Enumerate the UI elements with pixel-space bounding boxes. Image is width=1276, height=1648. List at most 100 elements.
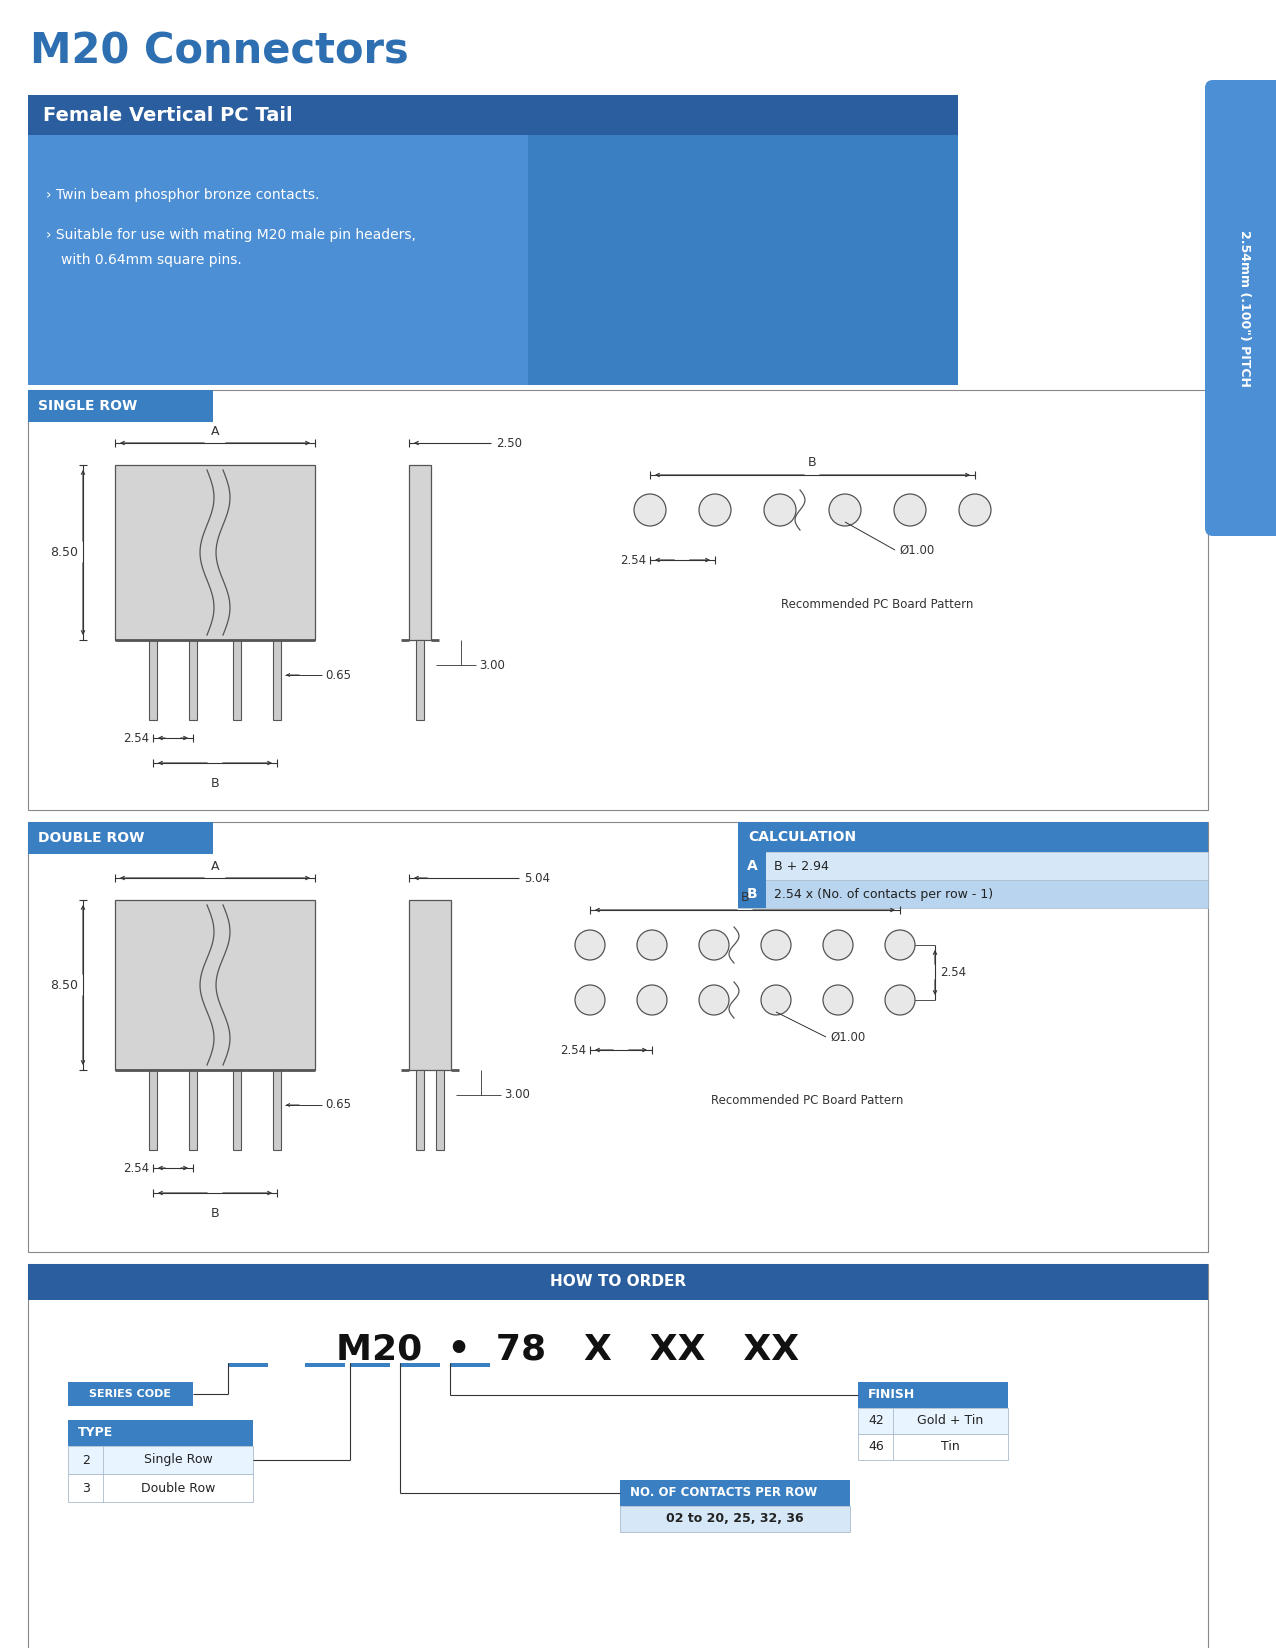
Text: SINGLE ROW: SINGLE ROW <box>38 399 138 414</box>
Text: 02 to 20, 25, 32, 36: 02 to 20, 25, 32, 36 <box>666 1513 804 1526</box>
Text: 2.54: 2.54 <box>620 554 646 567</box>
Bar <box>28 135 528 386</box>
Text: 3: 3 <box>82 1482 89 1495</box>
Circle shape <box>886 986 915 1015</box>
Text: 3.00: 3.00 <box>478 659 505 671</box>
Circle shape <box>823 929 852 961</box>
Circle shape <box>575 986 605 1015</box>
Text: › Twin beam phosphor bronze contacts.: › Twin beam phosphor bronze contacts. <box>46 188 319 203</box>
Text: CALCULATION: CALCULATION <box>748 831 856 844</box>
Text: 2.54: 2.54 <box>122 732 149 745</box>
Text: FINISH: FINISH <box>868 1389 915 1401</box>
Circle shape <box>575 929 605 961</box>
Bar <box>149 1070 157 1150</box>
Text: with 0.64mm square pins.: with 0.64mm square pins. <box>61 254 241 267</box>
Bar <box>115 465 315 639</box>
Bar <box>410 465 431 639</box>
Bar <box>273 639 281 720</box>
Bar <box>68 1383 193 1406</box>
Text: A: A <box>211 860 219 873</box>
Bar <box>234 639 241 720</box>
Text: 2.54: 2.54 <box>560 1043 586 1056</box>
Text: B: B <box>211 1206 219 1220</box>
Bar <box>738 880 766 908</box>
Circle shape <box>699 986 729 1015</box>
Text: DOUBLE ROW: DOUBLE ROW <box>38 831 144 845</box>
Bar <box>416 639 424 720</box>
Bar <box>738 852 1208 880</box>
Text: Female Vertical PC Tail: Female Vertical PC Tail <box>43 105 292 125</box>
Bar <box>28 96 958 386</box>
Circle shape <box>637 986 667 1015</box>
Text: B: B <box>808 456 817 470</box>
Text: 5.04: 5.04 <box>524 872 550 885</box>
Text: A: A <box>746 859 758 873</box>
Text: Gold + Tin: Gold + Tin <box>917 1414 983 1427</box>
Circle shape <box>760 929 791 961</box>
Bar <box>857 1383 1008 1407</box>
Text: Tin: Tin <box>940 1440 960 1454</box>
Text: Ø1.00: Ø1.00 <box>900 544 934 557</box>
Bar <box>28 822 1208 1252</box>
Text: M20 Connectors: M20 Connectors <box>31 30 408 73</box>
Circle shape <box>699 494 731 526</box>
Bar <box>68 1421 253 1445</box>
FancyBboxPatch shape <box>1205 81 1276 536</box>
Text: 8.50: 8.50 <box>50 979 78 992</box>
Bar <box>273 1070 281 1150</box>
Text: 2.54: 2.54 <box>940 966 966 979</box>
Bar <box>738 880 1208 908</box>
Circle shape <box>634 494 666 526</box>
Text: TYPE: TYPE <box>78 1427 114 1439</box>
Text: 2.54: 2.54 <box>122 1162 149 1175</box>
Text: 2.54mm (.100") PITCH: 2.54mm (.100") PITCH <box>1238 229 1250 386</box>
Text: 2.50: 2.50 <box>496 437 522 450</box>
Text: 3.00: 3.00 <box>504 1088 530 1101</box>
Bar <box>28 1264 1208 1648</box>
Text: Recommended PC Board Pattern: Recommended PC Board Pattern <box>711 1094 903 1106</box>
Circle shape <box>960 494 991 526</box>
Text: B: B <box>746 887 758 901</box>
Bar <box>416 1070 424 1150</box>
Bar <box>305 1363 345 1366</box>
Bar <box>399 1363 440 1366</box>
Bar <box>738 852 766 880</box>
Text: 2: 2 <box>82 1454 89 1467</box>
Bar <box>28 1264 1208 1300</box>
Bar <box>620 1506 850 1533</box>
Circle shape <box>764 494 796 526</box>
Text: B: B <box>740 892 749 905</box>
Text: B + 2.94: B + 2.94 <box>775 860 829 872</box>
Bar <box>28 96 958 135</box>
Text: Ø1.00: Ø1.00 <box>829 1030 865 1043</box>
Text: 0.65: 0.65 <box>325 669 351 682</box>
Text: 2.54 x (No. of contacts per row - 1): 2.54 x (No. of contacts per row - 1) <box>775 888 993 900</box>
Text: 42: 42 <box>868 1414 884 1427</box>
Bar <box>436 1070 444 1150</box>
Circle shape <box>699 929 729 961</box>
Text: Single Row: Single Row <box>144 1454 212 1467</box>
Bar <box>857 1407 1008 1434</box>
Bar <box>857 1434 1008 1460</box>
Text: HOW TO ORDER: HOW TO ORDER <box>550 1274 686 1289</box>
Bar <box>350 1363 390 1366</box>
Text: A: A <box>211 425 219 438</box>
Bar <box>189 639 197 720</box>
Bar <box>68 1445 253 1473</box>
Bar <box>68 1473 253 1501</box>
Bar <box>738 822 1208 852</box>
Bar <box>28 822 213 854</box>
Circle shape <box>823 986 852 1015</box>
Bar <box>410 900 450 1070</box>
Text: NO. OF CONTACTS PER ROW: NO. OF CONTACTS PER ROW <box>630 1486 817 1500</box>
Bar <box>28 391 1208 811</box>
Text: › Suitable for use with mating M20 male pin headers,: › Suitable for use with mating M20 male … <box>46 227 416 242</box>
Text: 46: 46 <box>868 1440 884 1454</box>
Text: M20  •  78   X   XX   XX: M20 • 78 X XX XX <box>337 1332 800 1366</box>
Circle shape <box>894 494 926 526</box>
Text: 0.65: 0.65 <box>325 1099 351 1111</box>
Bar <box>28 391 213 422</box>
Bar <box>189 1070 197 1150</box>
Bar <box>234 1070 241 1150</box>
Circle shape <box>886 929 915 961</box>
